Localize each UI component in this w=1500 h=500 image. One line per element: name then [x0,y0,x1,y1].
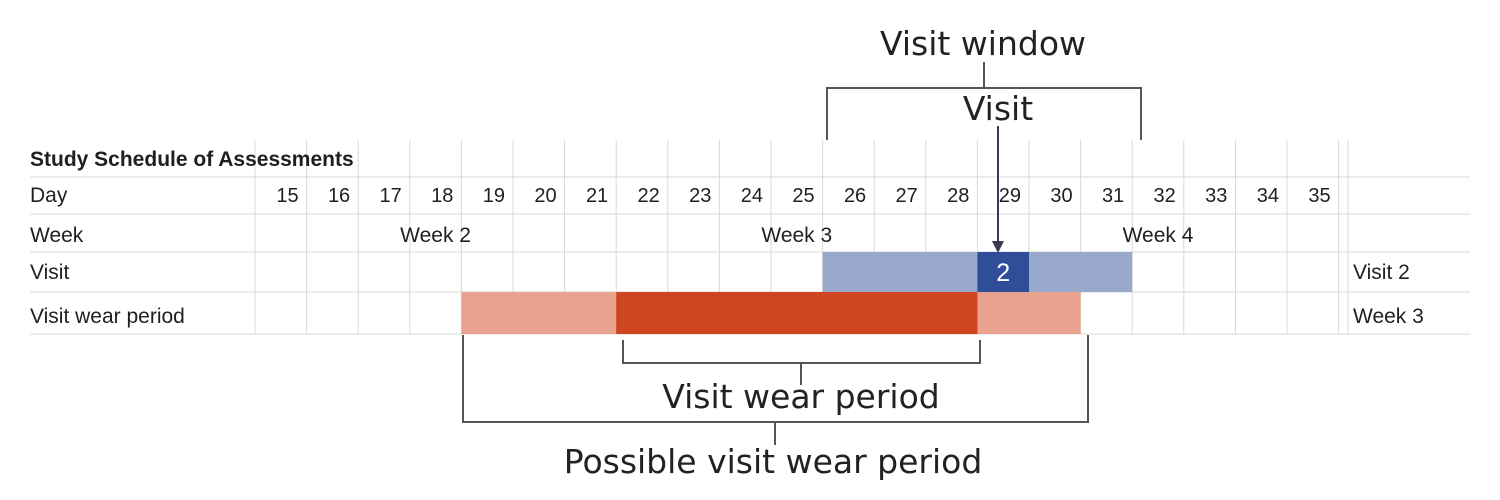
visit-window-label: Visit window [880,24,1086,63]
row-label-visit: Visit [30,261,69,284]
visit-window-bar [822,252,1133,292]
visit-day-number: 2 [996,259,1010,287]
day-number: 21 [586,185,608,207]
week-label: Week 2 [400,224,471,247]
bar-layer: 2 [461,252,1133,334]
day-number: 30 [1050,185,1072,207]
row-label-day: Day [30,184,68,207]
week-label: Week 4 [1123,224,1194,247]
day-number: 24 [741,185,763,207]
day-number: 16 [328,185,350,207]
day-number: 22 [638,185,660,207]
row-label-visit-wear-period: Visit wear period [30,305,185,328]
day-number: 26 [844,185,866,207]
day-number: 18 [431,185,453,207]
day-number: 17 [380,185,402,207]
wear-period-value: Week 3 [1353,305,1424,328]
week-label-row: Week 2 Week 3 Week 4 [400,224,1194,247]
schedule-title: Study Schedule of Assessments [30,148,354,171]
day-number: 33 [1205,185,1227,207]
visit-day-cell [977,252,1029,292]
visit-window-bracket [826,62,1142,140]
day-number: 20 [534,185,556,207]
day-number: 15 [276,185,298,207]
day-number: 28 [947,185,969,207]
possible-wear-period-bracket [462,335,1089,445]
visit-arrow-head [992,241,1004,253]
day-number: 25 [792,185,814,207]
day-number: 32 [1154,185,1176,207]
day-number: 35 [1308,185,1330,207]
row-label-week: Week [30,224,84,247]
day-number: 31 [1102,185,1124,207]
possible-wear-period-label: Possible visit wear period [564,442,983,481]
day-number: 29 [999,185,1021,207]
day-number: 23 [689,185,711,207]
week-label: Week 3 [761,224,832,247]
visit-value: Visit 2 [1353,261,1410,284]
visit-wear-period-label: Visit wear period [662,377,940,416]
visit-wear-period-bracket [622,340,981,385]
day-number: 34 [1257,185,1279,207]
day-number: 27 [896,185,918,207]
day-number: 19 [483,185,505,207]
day-number-row: 15 16 17 18 19 20 21 22 23 24 25 26 27 28 29 30 31 32 33 34… [276,185,1330,207]
wear-period-bar [616,292,978,334]
visit-label: Visit [963,89,1033,128]
